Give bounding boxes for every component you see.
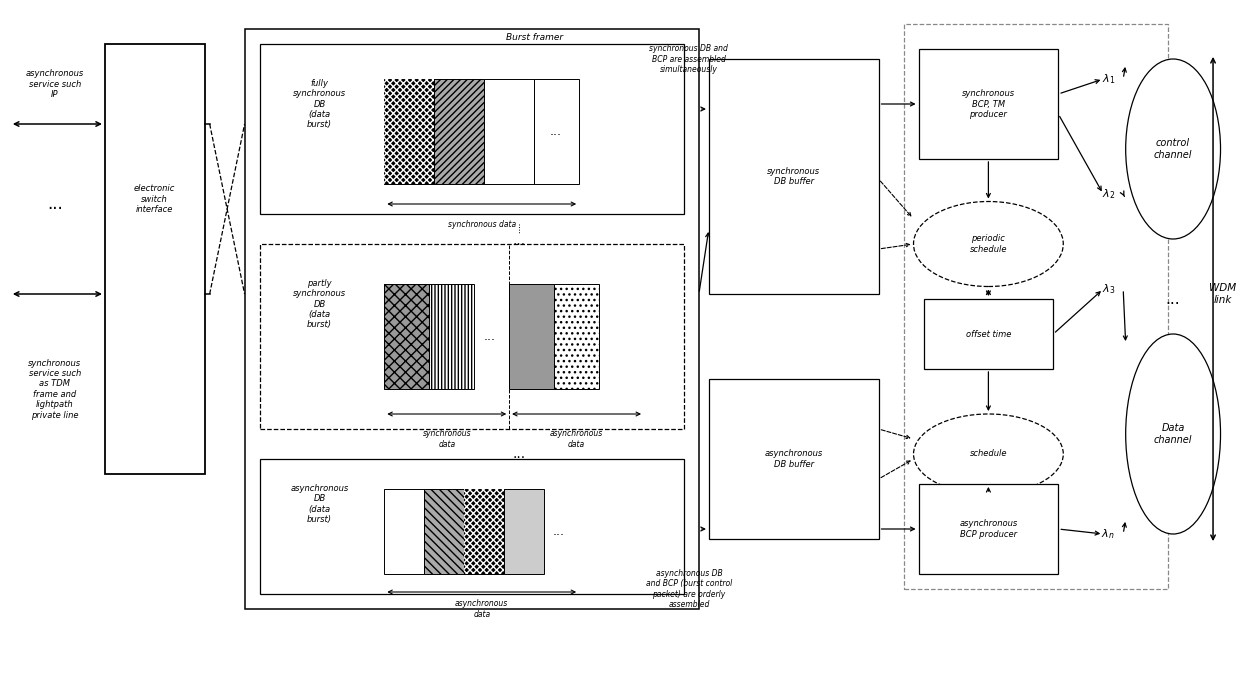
Text: asynchronous
BCP producer: asynchronous BCP producer — [960, 519, 1018, 538]
Bar — [464, 489, 505, 574]
Text: electronic
switch
interface: electronic switch interface — [134, 184, 175, 214]
Bar — [464, 489, 505, 574]
Bar — [919, 49, 1058, 159]
Text: synchronous DB and
BCP are assembled
simultaneously: synchronous DB and BCP are assembled sim… — [650, 44, 728, 74]
Text: ...: ... — [512, 234, 526, 248]
Text: offset time: offset time — [966, 329, 1011, 339]
Text: ...: ... — [551, 125, 562, 138]
Bar — [384, 489, 424, 574]
Bar — [384, 79, 434, 184]
Text: periodic
schedule: periodic schedule — [970, 234, 1007, 254]
Bar — [434, 79, 484, 184]
Text: partly
synchronous
DB
(data
burst): partly synchronous DB (data burst) — [293, 278, 346, 329]
Bar — [259, 459, 684, 594]
Text: synchronous
data: synchronous data — [423, 429, 471, 449]
Bar — [919, 484, 1058, 574]
Text: WDM
link: WDM link — [1209, 283, 1236, 305]
Bar — [510, 284, 554, 389]
Text: asynchronous DB
and BCP (burst control
packet) are orderly
assembled: asynchronous DB and BCP (burst control p… — [646, 569, 732, 609]
Text: ...: ... — [553, 525, 565, 538]
Text: asynchronous
DB buffer: asynchronous DB buffer — [765, 449, 823, 469]
Bar — [534, 79, 579, 184]
Ellipse shape — [1126, 59, 1220, 239]
Text: asynchronous
data: asynchronous data — [551, 429, 603, 449]
Text: asynchronous
DB
(data
burst): asynchronous DB (data burst) — [290, 484, 348, 524]
Text: asynchronous
service such
IP: asynchronous service such IP — [26, 69, 84, 99]
Text: Burst framer: Burst framer — [506, 33, 563, 41]
Bar — [384, 79, 434, 184]
Bar — [709, 59, 879, 294]
Bar — [259, 44, 684, 214]
Bar — [434, 79, 484, 184]
Ellipse shape — [914, 202, 1063, 287]
Bar — [554, 284, 599, 389]
Text: synchronous
BCP, TM
producer: synchronous BCP, TM producer — [962, 89, 1016, 119]
Bar — [244, 29, 699, 609]
Text: $\lambda_1$: $\lambda_1$ — [1101, 72, 1115, 86]
Text: control
channel: control channel — [1154, 139, 1193, 160]
Bar — [510, 284, 554, 389]
Ellipse shape — [1126, 334, 1220, 534]
Bar — [924, 299, 1053, 369]
Text: synchronous
service such
as TDM
frame and
lightpath
private line: synchronous service such as TDM frame an… — [29, 359, 82, 420]
Ellipse shape — [914, 414, 1063, 494]
Text: fully
synchronous
DB
(data
burst): fully synchronous DB (data burst) — [293, 79, 346, 129]
Bar — [384, 284, 429, 389]
Bar — [554, 284, 599, 389]
Text: ...: ... — [1166, 291, 1180, 306]
Text: synchronous data: synchronous data — [448, 219, 516, 229]
Bar — [429, 284, 474, 389]
Bar — [105, 44, 205, 474]
Text: $\lambda_n$: $\lambda_n$ — [1101, 527, 1115, 541]
Bar — [505, 489, 544, 574]
Text: ...: ... — [47, 195, 63, 213]
Text: Data
channel: Data channel — [1154, 423, 1193, 445]
Bar — [709, 379, 879, 539]
Bar — [484, 79, 534, 184]
Bar — [424, 489, 464, 574]
Text: asynchronous
data: asynchronous data — [455, 600, 508, 619]
Text: ...: ... — [512, 447, 526, 461]
Text: $\lambda_2$: $\lambda_2$ — [1101, 187, 1115, 201]
Bar — [904, 24, 1168, 589]
Bar — [259, 244, 684, 429]
Bar — [384, 489, 424, 574]
Text: synchronous
DB buffer: synchronous DB buffer — [768, 167, 821, 186]
Bar — [384, 284, 429, 389]
Bar — [429, 284, 474, 389]
Text: ...: ... — [484, 330, 495, 343]
Text: schedule: schedule — [970, 449, 1007, 458]
Bar — [484, 79, 534, 184]
Text: $\lambda_3$: $\lambda_3$ — [1101, 282, 1115, 296]
Bar — [424, 489, 464, 574]
